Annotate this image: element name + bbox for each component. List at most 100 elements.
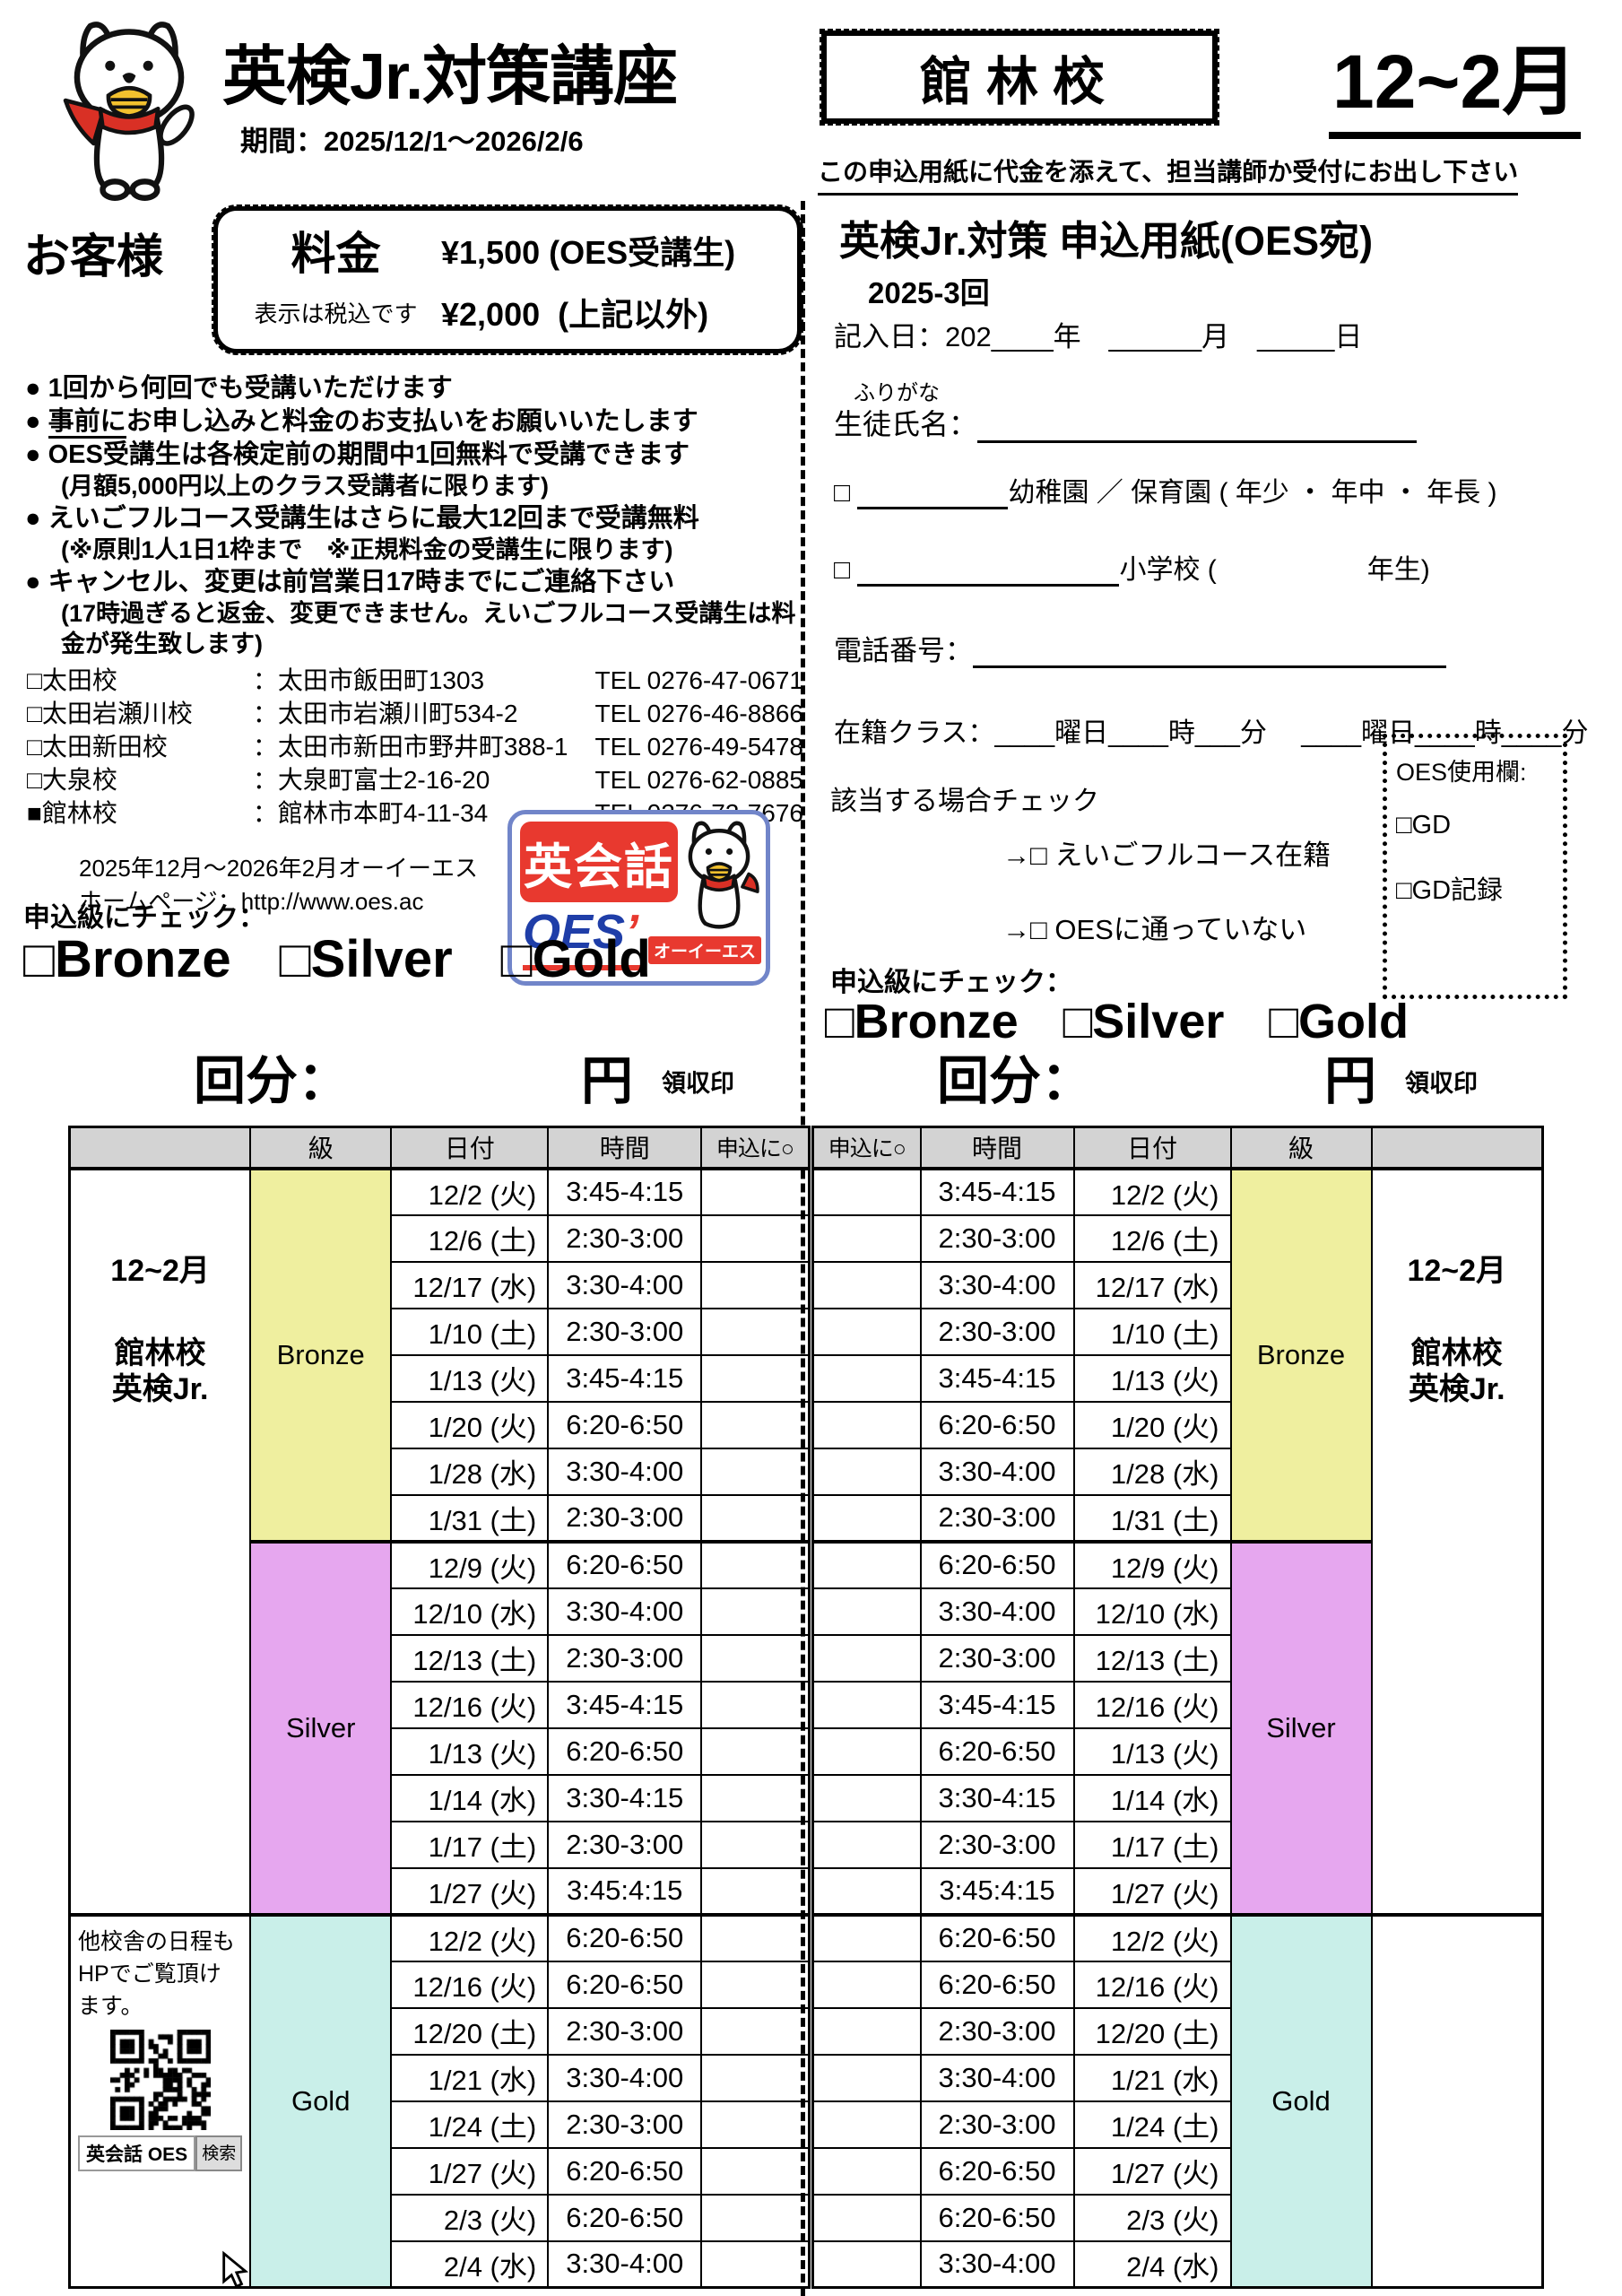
apply-mark-cell[interactable] xyxy=(811,1633,922,1683)
kindergarten-blank[interactable] xyxy=(857,479,1009,509)
school-name-text: 太田校 xyxy=(41,666,117,694)
apply-mark-cell[interactable] xyxy=(700,1213,811,1263)
apply-mark-cell[interactable] xyxy=(700,1260,811,1309)
apply-mark-cell[interactable] xyxy=(811,1587,922,1636)
level-checkbox-silver[interactable]: □Silver xyxy=(279,930,453,988)
fee-title: 料金 xyxy=(291,229,381,279)
apply-mark-cell[interactable] xyxy=(811,1773,922,1822)
applicable-items: →□ えいごフルコース在籍 →□ OESに通っていない xyxy=(1002,832,1331,981)
apply-mark-cell[interactable] xyxy=(700,2239,811,2289)
applicable-checkbox-item[interactable]: →□ OESに通っていない xyxy=(1002,914,1307,945)
oes-use-checkbox-item[interactable]: □GD xyxy=(1396,811,1452,839)
apply-mark-cell[interactable] xyxy=(811,2053,922,2102)
level-checkbox-gold[interactable]: □Gold xyxy=(1269,995,1409,1048)
school-checkbox[interactable]: □ xyxy=(27,766,42,794)
apply-mark-cell[interactable] xyxy=(811,1866,922,1916)
apply-mark-cell[interactable] xyxy=(811,1166,922,1216)
apply-mark-cell[interactable] xyxy=(700,1400,811,1449)
phone-field[interactable]: 電話番号： xyxy=(834,628,1446,668)
kindergarten-checkbox[interactable]: □ xyxy=(834,478,851,508)
apply-mark-cell[interactable] xyxy=(811,1820,922,1869)
apply-mark-cell[interactable] xyxy=(700,1960,811,2009)
level-checkbox-gold[interactable]: □Gold xyxy=(500,930,651,988)
apply-mark-cell[interactable] xyxy=(811,1447,922,1496)
date-cell: 12/10 (水) xyxy=(390,1587,550,1636)
apply-mark-cell[interactable] xyxy=(811,1493,922,1543)
course-period: 期間：2025/12/1～2026/2/6 xyxy=(240,126,584,157)
school-checkbox[interactable]: ■ xyxy=(27,799,42,827)
search-input[interactable]: 英会話 OES xyxy=(78,2135,196,2171)
kindergarten-field[interactable]: □ 幼稚園 ／ 保育園 ( 年少 ・ 年中 ・ 年長 ) xyxy=(834,470,1496,509)
date-cell: 12/16 (火) xyxy=(1072,1960,1232,2009)
student-name-blank[interactable] xyxy=(977,413,1418,443)
oes-use-checkbox-item[interactable]: □GD記録 xyxy=(1396,876,1504,905)
apply-mark-cell[interactable] xyxy=(700,2193,811,2242)
apply-mark-cell[interactable] xyxy=(811,1260,922,1309)
apply-mark-cell[interactable] xyxy=(700,1307,811,1356)
apply-mark-cell[interactable] xyxy=(700,1166,811,1216)
apply-mark-cell[interactable] xyxy=(700,1726,811,1776)
side-label-gap xyxy=(71,1289,249,1335)
homepage-url[interactable]: ホームページ：http://www.oes.ac xyxy=(79,888,424,915)
apply-mark-cell[interactable] xyxy=(811,1213,922,1263)
time-cell: 3:30-4:00 xyxy=(919,1587,1075,1636)
school-checkbox[interactable]: □ xyxy=(27,666,42,694)
level-checkbox-bronze[interactable]: □Bronze xyxy=(825,995,1019,1048)
applicable-checkbox-item[interactable]: →□ えいごフルコース在籍 xyxy=(1002,839,1331,871)
apply-mark-cell[interactable] xyxy=(700,1587,811,1636)
apply-mark-cell[interactable] xyxy=(700,1447,811,1496)
apply-mark-cell[interactable] xyxy=(811,2193,922,2242)
apply-mark-cell[interactable] xyxy=(700,1773,811,1822)
apply-mark-cell[interactable] xyxy=(811,1680,922,1729)
apply-mark-cell[interactable] xyxy=(700,1493,811,1543)
apply-mark-cell[interactable] xyxy=(700,1353,811,1403)
apply-mark-cell[interactable] xyxy=(700,2053,811,2102)
elementary-blank[interactable] xyxy=(857,556,1120,587)
apply-mark-cell[interactable] xyxy=(811,1353,922,1403)
apply-mark-cell[interactable] xyxy=(700,1866,811,1916)
level-checkboxes: □Bronze □Silver □Gold xyxy=(23,929,699,989)
times-label[interactable]: 回分： xyxy=(194,1052,351,1110)
apply-mark-cell[interactable] xyxy=(811,1307,922,1356)
phone-blank[interactable] xyxy=(973,638,1446,668)
apply-level-label: 申込級にチェック： xyxy=(830,968,1072,997)
apply-mark-cell[interactable] xyxy=(811,1726,922,1776)
school-checkbox[interactable]: □ xyxy=(27,700,42,727)
apply-mark-cell[interactable] xyxy=(811,2100,922,2149)
apply-mark-cell[interactable] xyxy=(811,1400,922,1449)
apply-mark-cell[interactable] xyxy=(700,1633,811,1683)
date-cell: 1/24 (土) xyxy=(390,2100,550,2149)
apply-mark-cell[interactable] xyxy=(700,2146,811,2196)
elementary-field[interactable]: □ 小学校 (年生) xyxy=(834,547,1430,587)
side-label-line: 館林校 xyxy=(1410,1335,1503,1370)
date-cell: 1/13 (火) xyxy=(390,1726,550,1776)
apply-mark-cell[interactable] xyxy=(700,2100,811,2149)
level-checkbox-silver[interactable]: □Silver xyxy=(1063,995,1225,1048)
oes-use-items: □GD □GD記録 xyxy=(1396,811,1554,907)
apply-mark-cell[interactable] xyxy=(700,1820,811,1869)
times-label[interactable]: 回分： xyxy=(937,1052,1094,1110)
apply-mark-cell[interactable] xyxy=(811,2146,922,2196)
apply-mark-cell[interactable] xyxy=(700,2006,811,2056)
apply-mark-cell[interactable] xyxy=(811,2239,922,2289)
enrolled-class-field[interactable]: 在籍クラス：____曜日____時___分 ____曜日____時____分 xyxy=(834,718,1589,748)
qr-code[interactable] xyxy=(109,2029,211,2130)
schedule-header-row: 級日付 時間 申込に○ xyxy=(68,1126,811,1170)
apply-mark-cell[interactable] xyxy=(700,1539,811,1589)
apply-mark-cell[interactable] xyxy=(811,1912,922,1962)
apply-mark-cell[interactable] xyxy=(700,1912,811,1962)
level-checkbox-bronze[interactable]: □Bronze xyxy=(23,930,231,988)
school-checkbox[interactable]: □ xyxy=(27,733,42,761)
school-name: ■館林校 xyxy=(27,796,253,830)
apply-mark-cell[interactable] xyxy=(700,1680,811,1729)
apply-mark-cell[interactable] xyxy=(811,1539,922,1589)
student-name-field[interactable]: 生徒氏名： xyxy=(834,402,1418,443)
elementary-checkbox[interactable]: □ xyxy=(834,555,851,585)
apply-mark-cell[interactable] xyxy=(811,1960,922,2009)
schedule-side-label: 12~2月 館林校 英検Jr. xyxy=(71,1170,249,1407)
time-cell: 2:30-3:00 xyxy=(919,2006,1075,2056)
fill-date-field[interactable]: 記入日：202____年 ______月 _____日 xyxy=(834,321,1363,352)
search-button[interactable]: 検索 xyxy=(195,2135,243,2171)
apply-mark-cell[interactable] xyxy=(811,2006,922,2056)
bullet-subnote: (※原則1人1日1枠まで ※正規料金の受講生に限ります) xyxy=(61,536,673,563)
